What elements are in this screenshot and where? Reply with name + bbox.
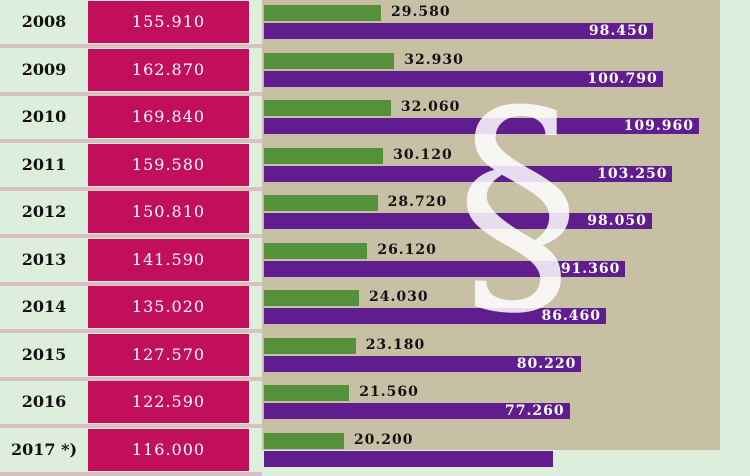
- row-divider: [0, 234, 262, 238]
- year-label: 2011: [21, 154, 67, 174]
- purple-bar: [264, 355, 582, 372]
- paragraph-sign-decoration: §: [455, 57, 581, 348]
- purple-bar: [264, 403, 570, 419]
- total-value-box: 155.910: [88, 1, 249, 43]
- year-label: 2016: [21, 392, 67, 411]
- green-bar-label: 26.120: [377, 241, 437, 258]
- green-bar: [264, 147, 384, 164]
- purple-bar: [264, 165, 673, 182]
- purple-bar: [264, 70, 663, 87]
- total-value-box: 141.590: [88, 238, 249, 281]
- total-value-box: 162.870: [88, 48, 249, 91]
- purple-bar: [264, 260, 626, 277]
- purple-bar-label: 109.960: [623, 118, 694, 134]
- green-bar-label: 29.580: [391, 4, 451, 20]
- total-value-box: 150.810: [88, 191, 249, 233]
- green-bar: [264, 337, 356, 354]
- purple-bar-label: 98.450: [588, 23, 649, 39]
- year-label: 2015: [21, 344, 67, 364]
- year-label: 2009: [21, 59, 67, 79]
- row-divider: [0, 329, 262, 333]
- purple-bar: [264, 450, 553, 467]
- green-bar-label: 32.060: [400, 99, 461, 115]
- year-label: 2014: [21, 297, 67, 316]
- green-bar: [264, 52, 395, 69]
- year-label: 2008: [21, 12, 67, 31]
- purple-bar: [264, 213, 652, 229]
- green-bar: [264, 432, 344, 449]
- purple-bar-label: 98.050: [587, 213, 647, 229]
- row-divider: [0, 424, 262, 428]
- row-divider: [0, 281, 262, 286]
- purple-bar-label: 80.220: [516, 355, 577, 372]
- row-divider: [0, 186, 262, 191]
- total-value-box: 127.570: [88, 333, 249, 376]
- year-label: 2010: [21, 107, 67, 126]
- row-divider: [0, 139, 262, 143]
- green-bar: [264, 100, 391, 116]
- total-value-box: 159.580: [88, 143, 249, 186]
- purple-bar-label: 91.360: [560, 260, 621, 277]
- row-divider: [0, 44, 262, 48]
- purple-bar: [264, 118, 699, 134]
- green-bar-label: 24.030: [369, 289, 429, 305]
- year-label: 2013: [21, 249, 67, 269]
- green-bar: [264, 195, 378, 211]
- green-bar: [264, 290, 360, 306]
- green-bar-label: 20.200: [353, 431, 414, 448]
- purple-bar: [264, 23, 654, 39]
- green-bar-label: 28.720: [387, 194, 448, 210]
- purple-bar-label: 103.250: [597, 165, 668, 182]
- purple-bar-label: 86.460: [541, 308, 602, 324]
- row-divider: [0, 471, 262, 476]
- year-label: 2012: [21, 202, 67, 221]
- green-bar-label: 32.930: [404, 51, 464, 68]
- row-divider: [0, 376, 262, 381]
- green-bar: [264, 385, 350, 401]
- purple-bar: [264, 308, 607, 324]
- green-bar: [264, 5, 382, 21]
- bar-chart: 2008 155.910 29.580 98.450 2009 162.870 32.930…: [0, 0, 720, 476]
- green-bar-label: 21.560: [359, 384, 419, 400]
- green-bar: [264, 242, 368, 259]
- green-bar-label: 30.120: [393, 146, 453, 163]
- total-value-box: 122.590: [88, 381, 249, 423]
- green-bar-label: 23.180: [365, 336, 426, 353]
- total-value-box: 135.020: [88, 286, 249, 328]
- total-value-box: 169.840: [88, 96, 249, 138]
- row-divider: [0, 91, 262, 96]
- purple-bar-label: 77.260: [505, 403, 565, 419]
- purple-bar-label: 100.790: [587, 70, 658, 87]
